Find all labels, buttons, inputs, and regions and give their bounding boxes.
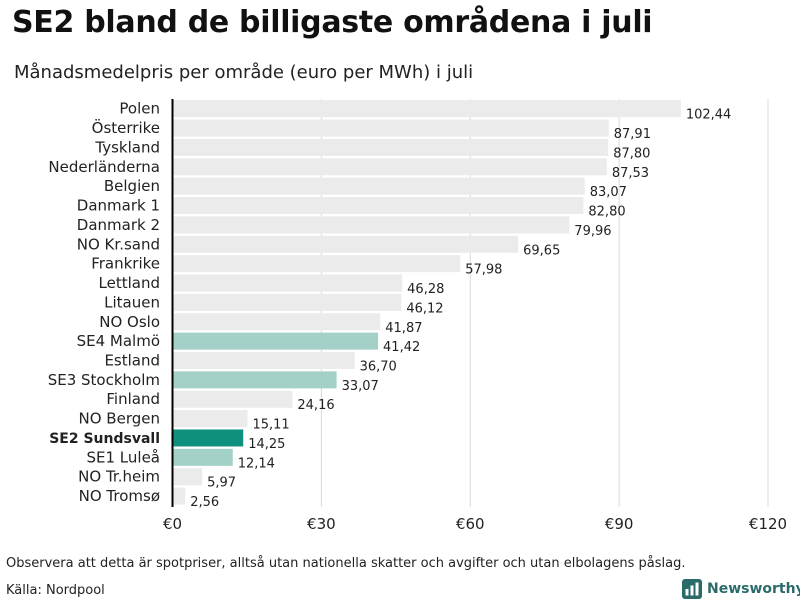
category-label: Österrike	[92, 118, 160, 137]
value-label: 12,14	[238, 456, 275, 471]
bar	[172, 332, 379, 350]
category-label: Litauen	[104, 293, 160, 311]
bar	[172, 255, 461, 273]
value-label: 36,70	[360, 359, 397, 374]
x-tick-label: €0	[163, 515, 182, 533]
bar	[172, 177, 585, 195]
value-label: 83,07	[590, 185, 627, 200]
value-label: 87,91	[614, 127, 651, 142]
category-label: NO Bergen	[79, 410, 160, 428]
bar	[172, 487, 186, 505]
category-label: NO Kr.sand	[77, 235, 160, 253]
bar	[172, 293, 402, 311]
bar	[172, 429, 244, 447]
chart-title: SE2 bland de billigaste områdena i juli	[12, 5, 653, 40]
newsworthy-logo-text: Newsworthy	[707, 581, 800, 597]
value-label: 69,65	[523, 243, 560, 258]
bar	[172, 138, 609, 156]
category-label: Finland	[106, 390, 160, 408]
category-label: Frankrike	[91, 255, 160, 273]
category-label: SE3 Stockholm	[48, 371, 160, 389]
chart-subtitle: Månadsmedelpris per område (euro per MWh…	[14, 62, 474, 83]
bar	[172, 390, 293, 408]
category-label: NO Tromsø	[79, 487, 160, 505]
x-tick-label: €30	[307, 515, 336, 533]
bar	[172, 313, 381, 331]
bar	[172, 448, 233, 466]
bar	[172, 100, 681, 118]
footnote: Observera att detta är spotpriser, allts…	[6, 556, 686, 571]
category-label: Danmark 1	[77, 197, 160, 215]
value-label: 87,80	[613, 146, 650, 161]
value-label: 87,53	[612, 166, 649, 181]
category-label: Tyskland	[94, 138, 160, 156]
newsworthy-logo: Newsworthy	[682, 578, 800, 600]
value-label: 57,98	[465, 263, 502, 278]
value-label: 14,25	[248, 437, 285, 452]
x-tick-label: €90	[605, 515, 634, 533]
value-labels: 102,44 87,91 87,80 87,53 83,07 82,80 79,96 69,6…	[190, 108, 731, 510]
bar	[172, 158, 607, 176]
value-label: 102,44	[686, 108, 732, 123]
value-label: 24,16	[297, 398, 334, 413]
category-label: NO Tr.heim	[78, 468, 160, 486]
source-note: Källa: Nordpool	[6, 583, 105, 598]
value-label: 41,42	[383, 340, 420, 355]
category-label: Polen	[119, 100, 160, 118]
category-label: Danmark 2	[77, 216, 160, 234]
value-label: 41,87	[385, 321, 422, 336]
category-label: NO Oslo	[99, 313, 160, 331]
value-label: 46,28	[407, 282, 444, 297]
category-label: Estland	[104, 351, 160, 369]
category-label: Lettland	[99, 274, 160, 292]
bars	[172, 100, 681, 505]
bar	[172, 119, 609, 137]
bar	[172, 274, 403, 292]
x-tick-label: €60	[456, 515, 485, 533]
x-axis-ticks: €0 €30 €60 €90 €120	[163, 515, 787, 533]
bar	[172, 410, 248, 428]
value-label: 5,97	[207, 476, 236, 491]
bar	[172, 351, 355, 369]
x-tick-label: €120	[749, 515, 787, 533]
value-label: 79,96	[574, 224, 611, 239]
category-label: Nederländerna	[48, 158, 160, 176]
category-label: SE2 Sundsvall	[49, 431, 160, 447]
bar	[172, 216, 570, 234]
bar	[172, 371, 337, 389]
bar	[172, 468, 203, 486]
category-label: Belgien	[104, 177, 160, 195]
value-label: 33,07	[342, 379, 379, 394]
category-label: SE1 Luleå	[87, 448, 161, 466]
newsworthy-logo-icon	[682, 579, 702, 599]
value-label: 82,80	[588, 205, 625, 220]
value-label: 2,56	[190, 495, 219, 510]
value-label: 46,12	[406, 301, 443, 316]
bar	[172, 235, 519, 253]
category-label: SE4 Malmö	[77, 332, 160, 350]
value-label: 15,11	[252, 418, 289, 433]
bar	[172, 197, 584, 215]
